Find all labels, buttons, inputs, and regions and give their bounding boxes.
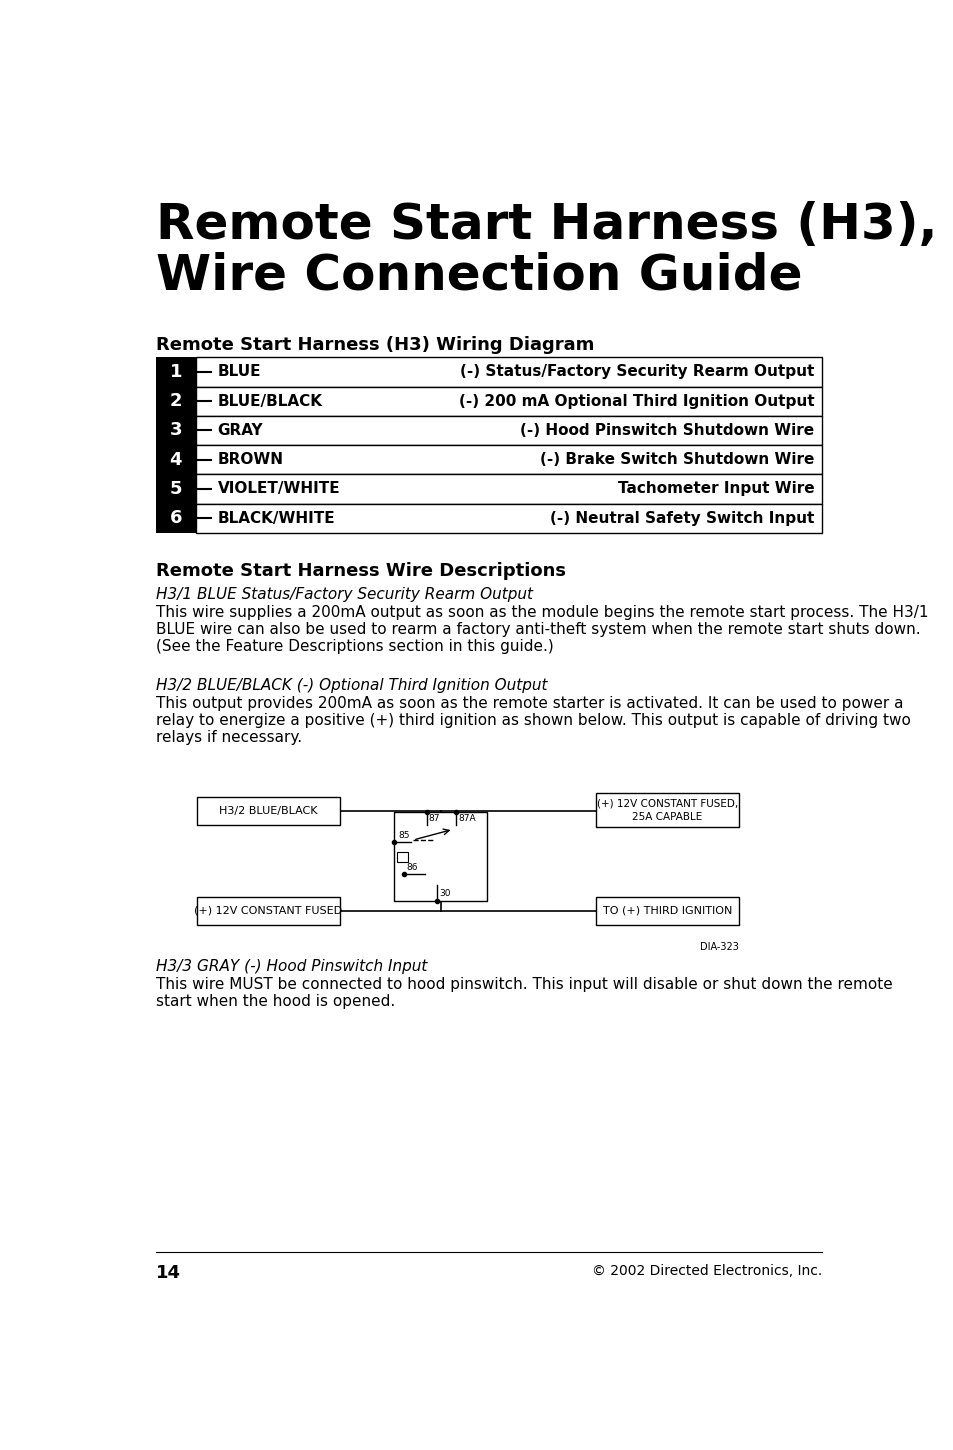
- Text: (See the Feature Descriptions section in this guide.): (See the Feature Descriptions section in…: [155, 639, 553, 654]
- Bar: [196, 798, 340, 825]
- Bar: [195, 387, 821, 416]
- Text: (-) Neutral Safety Switch Input: (-) Neutral Safety Switch Input: [550, 510, 814, 526]
- Text: BLUE: BLUE: [217, 364, 261, 380]
- Text: Wire Connection Guide: Wire Connection Guide: [155, 251, 801, 299]
- Bar: [195, 474, 821, 503]
- Text: (-) 200 mA Optional Third Ignition Output: (-) 200 mA Optional Third Ignition Outpu…: [458, 393, 814, 409]
- Text: 87: 87: [428, 813, 439, 824]
- Text: BROWN: BROWN: [217, 452, 283, 467]
- Text: This output provides 200mA as soon as the remote starter is activated. It can be: This output provides 200mA as soon as th…: [155, 696, 902, 710]
- Text: relays if necessary.: relays if necessary.: [155, 729, 301, 745]
- Bar: [596, 793, 739, 826]
- Text: 5: 5: [170, 480, 182, 497]
- Text: Tachometer Input Wire: Tachometer Input Wire: [618, 481, 814, 496]
- Text: © 2002 Directed Electronics, Inc.: © 2002 Directed Electronics, Inc.: [591, 1264, 821, 1279]
- Text: start when the hood is opened.: start when the hood is opened.: [155, 995, 395, 1009]
- Text: 14: 14: [155, 1264, 180, 1282]
- Bar: [155, 474, 195, 503]
- Text: 3: 3: [170, 422, 182, 439]
- Text: (-) Status/Factory Security Rearm Output: (-) Status/Factory Security Rearm Output: [459, 364, 814, 380]
- Bar: [155, 387, 195, 416]
- Text: H3/3 GRAY (-) Hood Pinswitch Input: H3/3 GRAY (-) Hood Pinswitch Input: [155, 958, 427, 973]
- Text: 6: 6: [170, 509, 182, 528]
- Text: BLACK/WHITE: BLACK/WHITE: [217, 510, 335, 526]
- Bar: [155, 503, 195, 532]
- Text: 86: 86: [406, 863, 417, 873]
- Text: (+) 12V CONSTANT FUSED,
25A CAPABLE: (+) 12V CONSTANT FUSED, 25A CAPABLE: [597, 799, 738, 822]
- Text: 87A: 87A: [457, 813, 475, 824]
- Bar: [195, 357, 821, 387]
- Text: H3/2 BLUE/BLACK (-) Optional Third Ignition Output: H3/2 BLUE/BLACK (-) Optional Third Ignit…: [155, 677, 547, 693]
- Bar: [155, 357, 195, 387]
- Text: relay to energize a positive (+) third ignition as shown below. This output is c: relay to energize a positive (+) third i…: [155, 713, 909, 728]
- Text: BLUE wire can also be used to rearm a factory anti-theft system when the remote : BLUE wire can also be used to rearm a fa…: [155, 622, 920, 637]
- Text: Remote Start Harness Wire Descriptions: Remote Start Harness Wire Descriptions: [155, 563, 565, 580]
- Text: H3/1 BLUE Status/Factory Security Rearm Output: H3/1 BLUE Status/Factory Security Rearm …: [155, 587, 532, 602]
- Text: GRAY: GRAY: [217, 423, 263, 438]
- Text: 30: 30: [439, 889, 451, 898]
- Text: This wire supplies a 200mA output as soon as the module begins the remote start : This wire supplies a 200mA output as soo…: [155, 605, 927, 621]
- Bar: [195, 416, 821, 445]
- Text: This wire MUST be connected to hood pinswitch. This input will disable or shut d: This wire MUST be connected to hood pins…: [155, 977, 891, 992]
- Bar: [155, 416, 195, 445]
- Text: Remote Start Harness (H3) Wiring Diagram: Remote Start Harness (H3) Wiring Diagram: [155, 336, 594, 354]
- Text: TO (+) THIRD IGNITION: TO (+) THIRD IGNITION: [602, 906, 732, 916]
- Bar: [195, 445, 821, 474]
- Text: DIA-323: DIA-323: [700, 941, 739, 951]
- Bar: [596, 898, 739, 925]
- Bar: [195, 503, 821, 532]
- Bar: [196, 898, 340, 925]
- Text: 2: 2: [170, 392, 182, 410]
- Bar: [396, 853, 407, 861]
- Text: Remote Start Harness (H3),: Remote Start Harness (H3),: [155, 202, 936, 249]
- Bar: [155, 445, 195, 474]
- Text: 85: 85: [397, 831, 410, 840]
- Text: (+) 12V CONSTANT FUSED: (+) 12V CONSTANT FUSED: [194, 906, 342, 916]
- Text: 4: 4: [170, 451, 182, 468]
- Text: VIOLET/WHITE: VIOLET/WHITE: [217, 481, 340, 496]
- Text: (-) Hood Pinswitch Shutdown Wire: (-) Hood Pinswitch Shutdown Wire: [519, 423, 814, 438]
- Text: 1: 1: [170, 362, 182, 381]
- Bar: [394, 812, 487, 900]
- Text: BLUE/BLACK: BLUE/BLACK: [217, 393, 322, 409]
- Text: (-) Brake Switch Shutdown Wire: (-) Brake Switch Shutdown Wire: [539, 452, 814, 467]
- Text: H3/2 BLUE/BLACK: H3/2 BLUE/BLACK: [219, 806, 317, 816]
